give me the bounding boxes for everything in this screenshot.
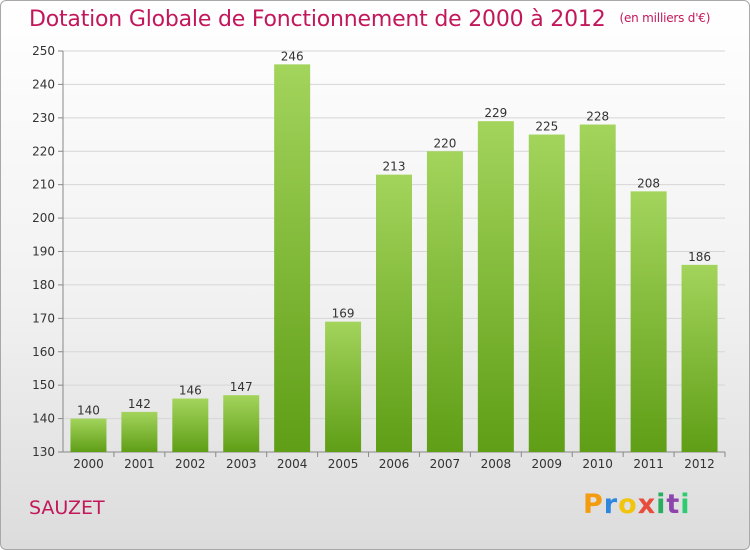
chart-title: Dotation Globale de Fonctionnement de 20… (29, 7, 710, 32)
x-tick-label: 2001 (124, 457, 155, 471)
x-tick-label: 2011 (633, 457, 664, 471)
bar-value-label: 146 (179, 384, 202, 398)
bar (477, 121, 514, 453)
bar-value-label: 225 (535, 120, 558, 134)
bar-value-label: 142 (128, 397, 151, 411)
bar (426, 151, 463, 452)
bar-value-label: 213 (383, 160, 406, 174)
y-tick-label: 250 (32, 44, 55, 58)
y-tick-label: 190 (32, 245, 55, 259)
bar (630, 191, 667, 452)
bar (70, 418, 107, 452)
logo-letter: i (680, 489, 691, 520)
chart-unit: (en milliers d'€) (619, 11, 711, 25)
y-tick-label: 140 (32, 412, 55, 426)
y-tick-label: 210 (32, 178, 55, 192)
bar (274, 64, 311, 452)
x-tick-label: 2009 (531, 457, 562, 471)
bar (325, 321, 362, 452)
x-tick-label: 2003 (226, 457, 257, 471)
chart-title-text: Dotation Globale de Fonctionnement de 20… (29, 7, 606, 32)
logo-letter: r (603, 489, 619, 520)
commune-name: SAUZET (29, 497, 105, 519)
x-tick-label: 2000 (73, 457, 104, 471)
logo-letter: i (656, 489, 667, 520)
bar-value-label: 228 (586, 110, 609, 124)
bar-value-label: 229 (484, 106, 507, 120)
bar-value-label: 208 (637, 176, 660, 190)
y-tick-label: 170 (32, 311, 55, 325)
bar (172, 398, 209, 452)
y-tick-label: 180 (32, 278, 55, 292)
logo-letter: P (583, 489, 604, 520)
y-tick-label: 160 (32, 345, 55, 359)
x-tick-label: 2004 (277, 457, 308, 471)
bars (70, 64, 718, 453)
bar-value-label: 220 (433, 136, 456, 150)
labels: 130 140 150 160 170 180 190 200 210 220 230 240 250 1… (32, 44, 715, 471)
proxiti-logo: Proxiti (583, 489, 691, 520)
x-tick-label: 2002 (175, 457, 206, 471)
y-tick-label: 150 (32, 378, 55, 392)
bar-value-label: 140 (77, 404, 100, 418)
bar-value-label: 169 (332, 307, 355, 321)
bar (579, 124, 616, 453)
bar (681, 264, 718, 452)
bar (223, 395, 260, 452)
x-tick-label: 2012 (684, 457, 715, 471)
y-tick-label: 200 (32, 211, 55, 225)
logo-letter: x (637, 489, 657, 520)
logo-letter: t (666, 489, 681, 520)
y-tick-label: 230 (32, 111, 55, 125)
bar-value-label: 147 (230, 380, 253, 394)
bar (376, 174, 412, 452)
x-tick-label: 2008 (481, 457, 512, 471)
x-tick-label: 2010 (582, 457, 613, 471)
bar (528, 134, 565, 452)
y-tick-label: 130 (32, 445, 55, 459)
x-tick-label: 2005 (328, 457, 359, 471)
logo-letter: o (618, 489, 638, 520)
bar (121, 411, 158, 452)
y-tick-label: 220 (32, 144, 55, 158)
x-tick-label: 2007 (430, 457, 461, 471)
bar-value-label: 186 (688, 250, 711, 264)
bar-value-label: 246 (281, 49, 304, 63)
x-tick-label: 2006 (379, 457, 410, 471)
y-tick-label: 240 (32, 77, 55, 91)
